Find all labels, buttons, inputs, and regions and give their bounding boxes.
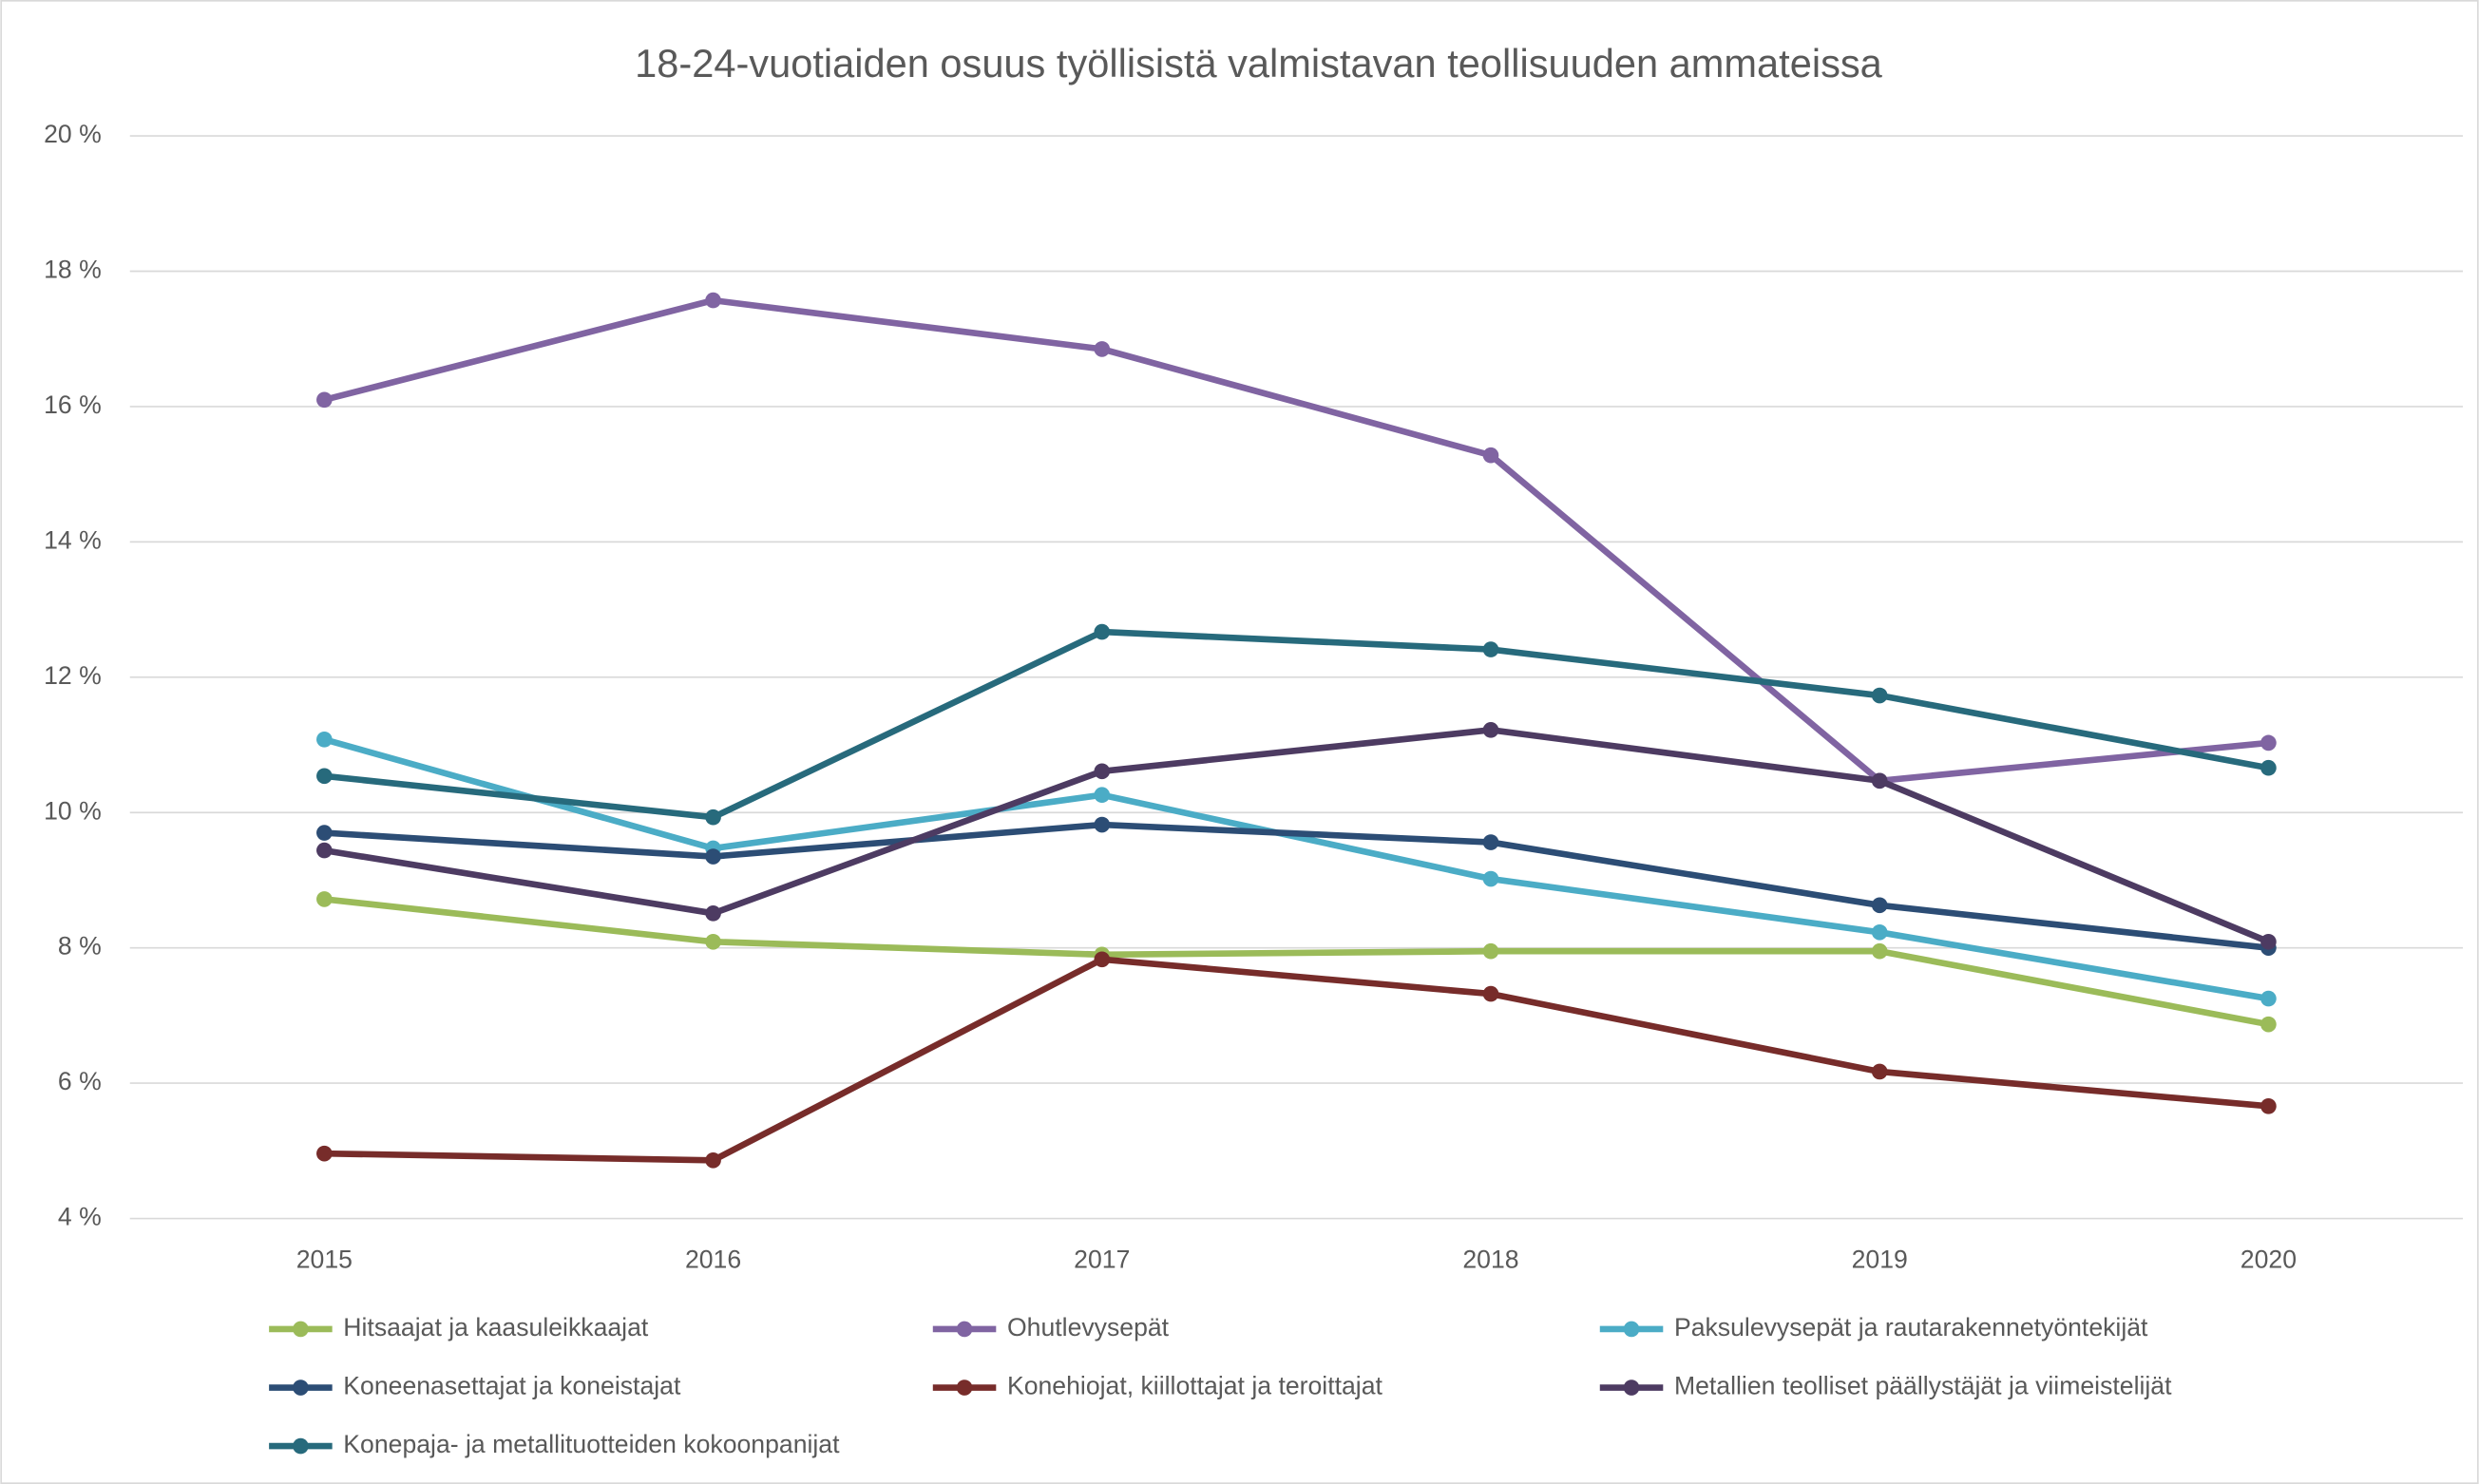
y-tick-label: 8 %: [58, 932, 102, 961]
data-point: [316, 768, 333, 785]
data-point: [705, 905, 721, 922]
legend-swatch-dot: [956, 1379, 973, 1396]
x-tick-label: 2019: [1852, 1245, 1908, 1273]
y-tick-label: 12 %: [44, 661, 102, 690]
data-point: [316, 891, 333, 907]
data-point: [316, 391, 333, 409]
data-point: [2260, 734, 2277, 752]
data-point: [1871, 897, 1888, 914]
data-point: [2260, 933, 2277, 950]
legend-swatch-dot: [1623, 1321, 1640, 1338]
data-point: [1482, 447, 1499, 464]
legend-label: Konepaja- ja metallituotteiden kokoonpan…: [343, 1430, 840, 1458]
y-tick-label: 16 %: [44, 390, 102, 419]
data-point: [1482, 834, 1499, 850]
data-point: [316, 825, 333, 841]
y-tick-label: 18 %: [44, 256, 102, 284]
data-point: [2260, 759, 2277, 776]
data-point: [1482, 942, 1499, 960]
legend-swatch-dot: [293, 1437, 309, 1455]
data-point: [705, 933, 721, 950]
data-point: [1482, 641, 1499, 657]
series-line: [323, 896, 2270, 1028]
data-point: [1482, 985, 1499, 1002]
series-line: [324, 821, 2269, 951]
data-point: [1482, 722, 1499, 738]
data-point: [1094, 787, 1111, 804]
data-point: [1871, 942, 1888, 960]
data-point: [316, 732, 333, 748]
data-point: [705, 809, 721, 826]
legend-label: Konehiojat, kiillottajat ja teroittajat: [1007, 1372, 1383, 1400]
data-point: [1871, 1063, 1888, 1080]
y-tick-label: 14 %: [44, 525, 102, 554]
y-tick-label: 20 %: [44, 120, 102, 148]
y-tick-label: 6 %: [58, 1067, 102, 1095]
data-point: [1871, 687, 1888, 704]
data-point: [2260, 990, 2277, 1007]
data-point: [1094, 341, 1111, 357]
legend-label: Paksulevysepät ja rautarakennetyöntekijä…: [1674, 1313, 2148, 1341]
legend-label: Metallien teolliset päällystäjät ja viim…: [1674, 1372, 2172, 1400]
legend-label: Koneenasettajat ja koneistajat: [343, 1372, 681, 1400]
legend-swatch-dot: [293, 1321, 309, 1338]
y-tick-label: 4 %: [58, 1203, 102, 1231]
series-line: [323, 628, 2270, 821]
data-point: [705, 848, 721, 865]
x-tick-label: 2017: [1074, 1245, 1130, 1273]
data-point: [705, 1151, 721, 1169]
data-point: [2260, 1097, 2277, 1114]
series-line: [323, 727, 2270, 945]
legend-swatch-dot: [293, 1379, 309, 1396]
data-point: [2260, 1016, 2277, 1033]
chart-title: 18-24-vuotiaiden osuus työllisistä valmi…: [635, 41, 1883, 86]
x-tick-label: 2015: [296, 1245, 353, 1273]
series-line: [323, 296, 2269, 785]
data-point: [1482, 870, 1499, 887]
data-point: [1094, 816, 1111, 833]
data-point: [316, 1145, 333, 1162]
x-tick-label: 2018: [1462, 1245, 1518, 1273]
series-line: [323, 736, 2269, 1002]
legend-swatch-dot: [1623, 1379, 1640, 1396]
data-point: [1871, 772, 1888, 790]
x-tick-label: 2016: [685, 1245, 741, 1273]
data-point: [705, 292, 721, 309]
data-point: [1871, 923, 1888, 941]
y-tick-label: 10 %: [44, 796, 102, 825]
legend-label: Ohutlevysepät: [1007, 1313, 1170, 1341]
series-line: [324, 956, 2269, 1164]
legend-swatch-dot: [956, 1321, 973, 1338]
data-point: [1094, 763, 1111, 780]
data-point: [1094, 623, 1111, 640]
data-point: [316, 842, 333, 859]
legend-label: Hitsaajat ja kaasuleikkaajat: [343, 1313, 649, 1341]
x-tick-label: 2020: [2241, 1245, 2297, 1273]
data-point: [1094, 951, 1111, 968]
